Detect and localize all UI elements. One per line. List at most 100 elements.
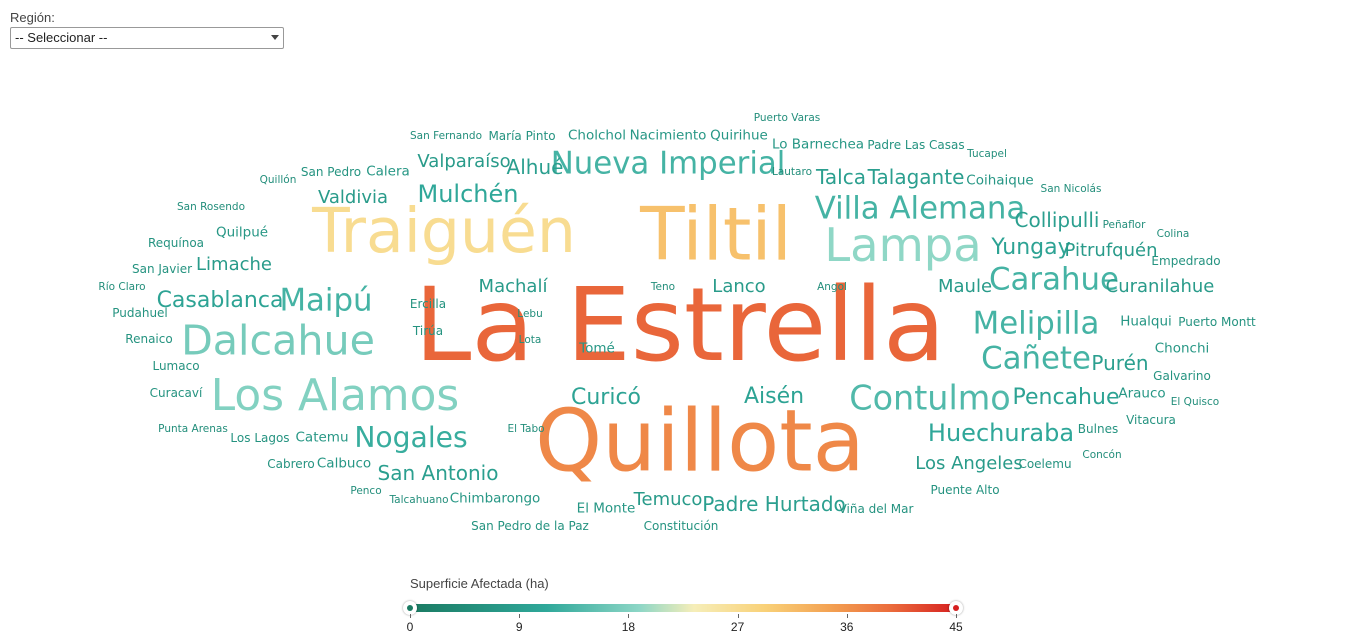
word-maipu[interactable]: Maipú — [279, 282, 373, 319]
word-galvarino[interactable]: Galvarino — [1153, 369, 1211, 383]
word-cabrero[interactable]: Cabrero — [267, 457, 315, 471]
word-coihaique[interactable]: Coihaique — [966, 172, 1034, 189]
word-limache[interactable]: Limache — [196, 254, 272, 275]
word-san-javier[interactable]: San Javier — [131, 262, 193, 276]
word-machali[interactable]: Machalí — [478, 276, 548, 297]
word-hualqui[interactable]: Hualqui — [1120, 313, 1172, 330]
word-penaflor[interactable]: Peñaflor — [1102, 218, 1146, 231]
word-contulmo[interactable]: Contulmo — [849, 378, 1011, 418]
word-tucapel[interactable]: Tucapel — [967, 147, 1007, 160]
word-angol[interactable]: Angol — [817, 280, 847, 293]
word-aisen[interactable]: Aisén — [743, 384, 805, 409]
word-empedrado[interactable]: Empedrado — [1151, 254, 1221, 268]
word-temuco[interactable]: Temuco — [633, 489, 703, 510]
word-colina[interactable]: Colina — [1156, 227, 1190, 240]
word-pencahue[interactable]: Pencahue — [1012, 385, 1120, 410]
word-quillon[interactable]: Quillón — [259, 173, 297, 186]
word-arauco[interactable]: Arauco — [1118, 385, 1166, 402]
word-quilpue[interactable]: Quilpué — [215, 224, 269, 241]
word-pitrufquen[interactable]: Pitrufquén — [1064, 240, 1158, 261]
word-ercilla[interactable]: Ercilla — [409, 297, 447, 311]
legend-max-handle[interactable] — [949, 601, 963, 615]
word-los-alamos[interactable]: Los Alamos — [210, 370, 460, 422]
word-quillota[interactable]: Quillota — [535, 392, 865, 492]
word-vitacura[interactable]: Vitacura — [1126, 413, 1176, 427]
word-requinoa[interactable]: Requínoa — [147, 236, 205, 250]
word-maria-pinto[interactable]: María Pinto — [488, 129, 556, 143]
word-curanilahue[interactable]: Curanilahue — [1105, 276, 1215, 297]
word-rio-claro[interactable]: Río Claro — [98, 280, 146, 293]
word-talagante[interactable]: Talagante — [867, 165, 965, 189]
word-melipilla[interactable]: Melipilla — [972, 305, 1100, 342]
word-penco[interactable]: Penco — [350, 484, 382, 497]
word-catemu[interactable]: Catemu — [295, 429, 349, 446]
word-san-rosendo[interactable]: San Rosendo — [176, 200, 246, 213]
word-chimbarongo[interactable]: Chimbarongo — [449, 490, 541, 507]
word-constitucion[interactable]: Constitución — [643, 519, 719, 533]
word-san-antonio[interactable]: San Antonio — [377, 461, 499, 485]
word-curico[interactable]: Curicó — [570, 385, 642, 410]
word-maule[interactable]: Maule — [937, 276, 993, 297]
word-padre-las-casas[interactable]: Padre Las Casas — [867, 138, 965, 152]
word-punta-arenas[interactable]: Punta Arenas — [158, 422, 228, 435]
word-puerto-montt[interactable]: Puerto Montt — [1178, 315, 1256, 329]
word-alhue[interactable]: Alhué — [506, 155, 564, 179]
word-teno[interactable]: Teno — [650, 280, 676, 293]
word-bulnes[interactable]: Bulnes — [1077, 422, 1119, 436]
word-valparaiso[interactable]: Valparaíso — [417, 151, 511, 172]
word-canete[interactable]: Cañete — [981, 340, 1091, 377]
word-carahue[interactable]: Carahue — [989, 261, 1119, 298]
region-select[interactable]: -- Seleccionar -- — [10, 27, 284, 49]
word-el-tabo[interactable]: El Tabo — [507, 422, 545, 435]
word-san-pedro[interactable]: San Pedro — [300, 165, 362, 179]
word-huechuraba[interactable]: Huechuraba — [927, 419, 1075, 447]
word-tome[interactable]: Tomé — [579, 340, 615, 357]
word-tiltil[interactable]: Tiltil — [640, 192, 792, 278]
word-calbuco[interactable]: Calbuco — [316, 455, 372, 472]
word-lota[interactable]: Lota — [518, 333, 542, 346]
word-san-nicolas[interactable]: San Nicolás — [1040, 182, 1102, 195]
word-puerto-varas[interactable]: Puerto Varas — [753, 111, 821, 124]
word-lautaro[interactable]: Lautaro — [771, 165, 813, 178]
word-lo-barnechea[interactable]: Lo Barnechea — [771, 136, 865, 153]
word-san-fernando[interactable]: San Fernando — [410, 129, 482, 142]
word-collipulli[interactable]: Collipulli — [1014, 208, 1100, 232]
word-el-monte[interactable]: El Monte — [576, 500, 636, 517]
word-renaico[interactable]: Renaico — [125, 332, 173, 346]
word-tirua[interactable]: Tirúa — [412, 324, 444, 338]
word-traiguen[interactable]: Traiguén — [312, 195, 576, 268]
word-curacavi[interactable]: Curacaví — [149, 386, 203, 400]
word-nueva-imperial[interactable]: Nueva Imperial — [550, 145, 786, 182]
word-cholchol[interactable]: Cholchol — [568, 127, 626, 144]
word-calera[interactable]: Calera — [366, 163, 410, 180]
word-dalcahue[interactable]: Dalcahue — [181, 316, 375, 365]
word-lampa[interactable]: Lampa — [824, 217, 982, 272]
word-coelemu[interactable]: Coelemu — [1018, 457, 1072, 471]
word-pudahuel[interactable]: Pudahuel — [112, 306, 168, 320]
word-lebu[interactable]: Lebu — [517, 307, 543, 320]
word-los-lagos[interactable]: Los Lagos — [230, 431, 290, 445]
word-nogales[interactable]: Nogales — [354, 420, 468, 454]
word-quirihue[interactable]: Quirihue — [710, 127, 768, 144]
word-padre-hurtado[interactable]: Padre Hurtado — [702, 492, 846, 516]
word-talcahuano[interactable]: Talcahuano — [389, 493, 449, 506]
legend-min-handle[interactable] — [403, 601, 417, 615]
word-los-angeles[interactable]: Los Angeles — [915, 453, 1023, 474]
word-mulchen[interactable]: Mulchén — [417, 180, 519, 208]
word-villa-alemana[interactable]: Villa Alemana — [814, 190, 1026, 227]
word-yungay[interactable]: Yungay — [991, 235, 1071, 260]
word-el-quisco[interactable]: El Quisco — [1170, 395, 1220, 408]
word-san-pedro-de-la-paz[interactable]: San Pedro de la Paz — [471, 519, 589, 533]
word-valdivia[interactable]: Valdivia — [317, 187, 389, 208]
word-vina-del-mar[interactable]: Viña del Mar — [838, 502, 914, 516]
word-nacimiento[interactable]: Nacimiento — [629, 127, 707, 144]
word-lumaco[interactable]: Lumaco — [152, 359, 200, 373]
word-lanco[interactable]: Lanco — [712, 276, 766, 297]
word-puren[interactable]: Purén — [1091, 351, 1149, 375]
word-concon[interactable]: Concón — [1082, 448, 1122, 461]
word-puente-alto[interactable]: Puente Alto — [930, 483, 1000, 497]
word-talca[interactable]: Talca — [816, 165, 866, 189]
word-chonchi[interactable]: Chonchi — [1154, 340, 1210, 357]
word-casablanca[interactable]: Casablanca — [156, 288, 284, 313]
word-la-estrella[interactable]: La Estrella — [414, 266, 946, 385]
